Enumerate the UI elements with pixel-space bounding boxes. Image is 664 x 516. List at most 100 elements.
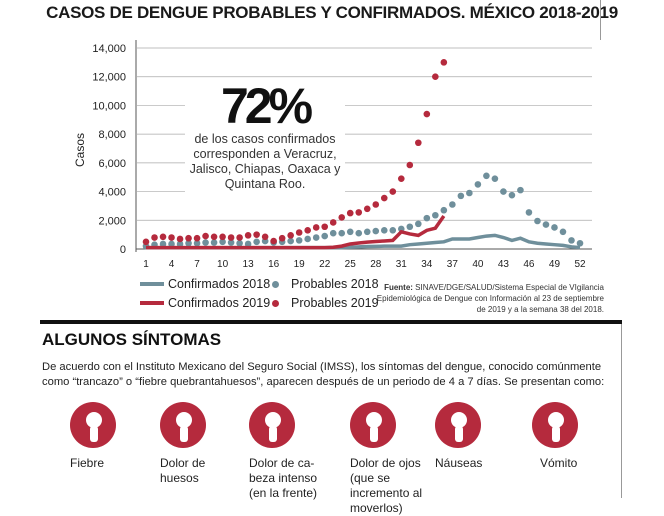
symptoms-heading: ALGUNOS SÍNTOMAS <box>42 330 222 349</box>
data-point-probables-2019 <box>397 175 405 182</box>
data-point-probables-2019 <box>355 209 363 216</box>
data-point-probables-2018 <box>534 217 541 225</box>
y-axis-label: Casos <box>73 133 87 167</box>
x-tick-label: 40 <box>472 259 484 270</box>
data-point-probables-2019 <box>295 229 303 236</box>
legend-label: Probables 2019 <box>291 296 379 310</box>
x-tick-label: 16 <box>268 259 280 270</box>
symptoms-intro: De acuerdo con el Instituto Mexicano del… <box>42 361 605 388</box>
x-tick-label: 22 <box>319 259 331 270</box>
data-point-probables-2018 <box>244 240 252 248</box>
data-point-probables-2019 <box>151 234 158 241</box>
symptom-item: Fiebre <box>70 402 180 471</box>
y-tick-label: 14,000 <box>92 43 126 55</box>
data-point-probables-2018 <box>466 189 473 197</box>
data-point-probables-2018 <box>508 191 516 199</box>
data-point-probables-2019 <box>176 235 184 243</box>
symptom-item: Dolor de huesos <box>160 402 270 486</box>
data-point-probables-2018 <box>321 232 329 240</box>
data-point-probables-2018 <box>440 206 448 214</box>
chart-title: CASOS DE DENGUE PROBABLES Y CONFIRMADOS.… <box>46 3 618 22</box>
symptom-label: Náuseas <box>435 456 483 470</box>
data-point-probables-2019 <box>423 110 431 118</box>
x-tick-label: 7 <box>194 259 200 270</box>
nausea-icon <box>435 402 481 448</box>
data-point-probables-2018 <box>219 238 226 246</box>
vomit-icon <box>532 402 578 448</box>
symptom-label: Vómito <box>540 456 578 470</box>
knee-pain-icon <box>160 402 206 448</box>
symptom-label: Dolor de ojos (que se incremento al move… <box>350 456 423 515</box>
legend-probables-2019: Probables 2019 <box>272 296 379 310</box>
data-point-probables-2019 <box>432 73 439 81</box>
x-tick-label: 4 <box>169 259 175 270</box>
data-point-probables-2019 <box>236 234 243 241</box>
data-point-probables-2018 <box>415 220 422 228</box>
legend-confirmados-2019: Confirmados 2019 <box>140 296 270 310</box>
data-point-probables-2018 <box>491 175 499 182</box>
callout-text: de los casos confirmados corresponden a … <box>189 132 341 191</box>
data-point-probables-2018 <box>363 228 371 236</box>
data-point-probables-2018 <box>483 172 490 180</box>
symptom-item: Vómito <box>532 402 642 471</box>
data-point-probables-2018 <box>176 240 184 248</box>
source-text: SINAVE/DGE/SALUD/Sistema Especial de VIg… <box>376 283 604 314</box>
legend-line-swatch <box>140 282 164 286</box>
source-note: Fuente: SINAVE/DGE/SALUD/Sistema Especia… <box>372 282 604 315</box>
data-point-probables-2018 <box>380 227 388 234</box>
y-tick-label: 0 <box>120 244 126 256</box>
data-point-probables-2019 <box>389 188 397 195</box>
y-tick-label: 2,000 <box>98 215 126 227</box>
symptom-label: Dolor de ca- beza intenso (en la frente) <box>249 456 318 500</box>
data-point-probables-2018 <box>253 238 260 246</box>
symptom-label: Dolor de huesos <box>160 456 206 485</box>
x-tick-label: 37 <box>447 259 459 270</box>
x-tick-label: 19 <box>294 259 306 270</box>
data-point-probables-2018 <box>304 235 311 243</box>
data-point-probables-2018 <box>355 229 363 237</box>
data-point-probables-2018 <box>406 223 414 231</box>
legend-dot-swatch <box>272 280 279 288</box>
legend-dot-swatch <box>272 299 279 307</box>
data-point-probables-2019 <box>278 234 286 242</box>
data-point-probables-2018 <box>210 239 218 246</box>
data-point-probables-2018 <box>329 229 337 237</box>
legend-label: Confirmados 2018 <box>168 277 271 291</box>
data-point-probables-2018 <box>193 239 201 247</box>
data-point-probables-2018 <box>423 214 431 222</box>
data-point-probables-2018 <box>295 237 303 244</box>
x-tick-label: 13 <box>243 259 255 270</box>
data-point-probables-2019 <box>142 238 150 246</box>
legend-confirmados-2018: Confirmados 2018 <box>140 277 270 291</box>
x-tick-label: 52 <box>574 259 586 270</box>
y-tick-label: 6,000 <box>98 158 126 170</box>
data-point-probables-2019 <box>185 234 192 242</box>
head-thermometer-icon <box>70 402 116 448</box>
series-line-confirmados-2019 <box>146 214 446 250</box>
data-point-probables-2018 <box>474 181 482 188</box>
data-point-probables-2019 <box>261 233 269 241</box>
y-tick-label: 4,000 <box>98 187 126 199</box>
frame-line <box>621 324 622 498</box>
data-point-probables-2018 <box>559 228 567 236</box>
y-tick-label: 8,000 <box>98 129 126 141</box>
data-point-probables-2018 <box>287 237 294 245</box>
legend-label: Probables 2018 <box>291 277 379 291</box>
symptom-item: Náuseas <box>435 402 545 471</box>
x-tick-label: 46 <box>523 259 535 270</box>
data-point-probables-2018 <box>568 237 575 244</box>
data-point-probables-2019 <box>380 194 388 202</box>
data-point-probables-2018 <box>312 234 320 241</box>
x-tick-label: 28 <box>370 259 382 270</box>
data-point-probables-2018 <box>168 240 175 248</box>
data-point-probables-2018 <box>372 227 380 235</box>
legend-probables-2018: Probables 2018 <box>272 277 379 291</box>
x-tick-label: 1 <box>143 259 149 270</box>
data-point-probables-2018 <box>576 239 584 247</box>
data-point-probables-2018 <box>185 239 192 247</box>
data-point-probables-2018 <box>338 229 346 237</box>
x-tick-label: 25 <box>345 259 357 270</box>
data-point-probables-2018 <box>517 186 524 194</box>
data-point-probables-2018 <box>551 224 558 231</box>
data-point-probables-2018 <box>346 228 354 236</box>
